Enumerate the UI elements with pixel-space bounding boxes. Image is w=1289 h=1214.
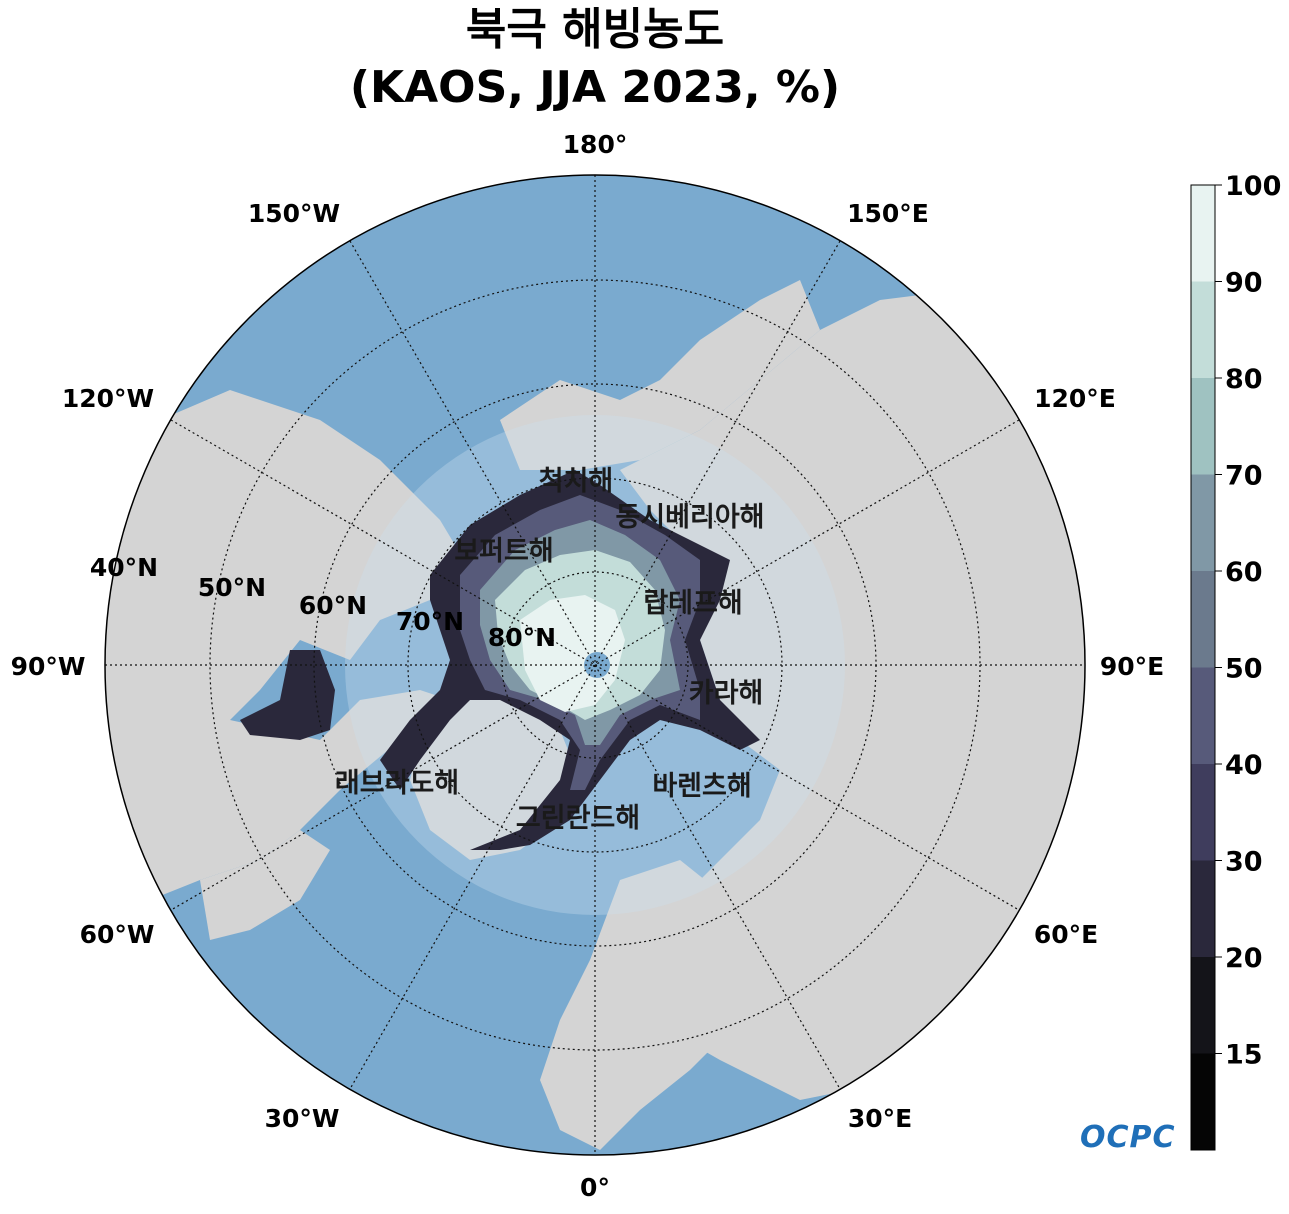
lat-label-50n: 50°N (198, 573, 266, 602)
colorbar-segment (1191, 667, 1215, 765)
lon-label-150e: 150°E (847, 199, 929, 228)
colorbar-segment (1191, 378, 1215, 475)
colorbar-tick-label: 50 (1225, 654, 1263, 685)
colorbar-tick-label: 80 (1225, 364, 1263, 395)
colorbar-tick-label: 20 (1225, 943, 1263, 974)
lat-label-70n: 70°N (396, 607, 464, 636)
colorbar-tick-label: 60 (1225, 557, 1263, 588)
lat-label-40n: 40°N (90, 553, 158, 582)
lon-label-30e: 30°E (848, 1104, 912, 1133)
lon-label-120w: 120°W (62, 384, 154, 413)
lon-label-30w: 30°W (265, 1104, 340, 1133)
colorbar-tick-label: 15 (1225, 1040, 1263, 1071)
colorbar-segment (1191, 474, 1215, 572)
lon-label-60w: 60°W (80, 920, 155, 949)
sea-label-laptev: 랍테프해 (643, 588, 742, 619)
lat-label-80n: 80°N (488, 623, 556, 652)
colorbar-segment (1191, 764, 1215, 861)
sea-label-east-siberian: 동시베리아해 (615, 502, 764, 533)
colorbar-segment (1191, 860, 1215, 958)
colorbar: 100 90 80 70 60 50 40 30 20 15 (1190, 171, 1281, 1151)
lat-label-60n: 60°N (299, 591, 367, 620)
meridians (105, 175, 1085, 1155)
colorbar-tick-label: 90 (1225, 268, 1263, 299)
ice-band-labrador (240, 650, 335, 740)
lon-label-180: 180° (563, 130, 628, 159)
colorbar-segment (1191, 571, 1215, 668)
map-border (104, 174, 1086, 1156)
lon-label-150w: 150°W (248, 199, 340, 228)
colorbar-tick-label: 30 (1225, 847, 1263, 878)
sea-label-greenland: 그린란드해 (516, 803, 640, 834)
lon-label-90e: 90°E (1100, 652, 1164, 681)
land-north-america (105, 390, 470, 900)
colorbar-tick-label: 70 (1225, 461, 1263, 492)
colorbar-tick-label: 40 (1225, 750, 1263, 781)
lon-label-0: 0° (580, 1173, 610, 1202)
colorbar-segment (1191, 957, 1215, 1054)
lon-label-120e: 120°E (1034, 384, 1116, 413)
colorbar-tick-label: 100 (1225, 171, 1281, 202)
colorbar-segment (1191, 185, 1215, 282)
sea-label-chukchi: 척치해 (539, 466, 614, 497)
sea-label-kara: 카라해 (689, 678, 764, 709)
lon-label-60e: 60°E (1034, 920, 1098, 949)
map-title-line1: 북극 해빙농도 (465, 4, 725, 55)
land-europe (540, 860, 760, 1150)
land-eurasia (620, 290, 1085, 1100)
map-title-line2: (KAOS, JJA 2023, %) (349, 62, 841, 113)
land-labrador-arc (200, 830, 330, 940)
colorbar-segment (1191, 1053, 1215, 1151)
sea-label-beaufort: 보퍼트해 (454, 536, 553, 567)
land-alaska-siberia (500, 280, 820, 470)
ocpc-logo: OCPC (1080, 1120, 1176, 1155)
ice-band-90 (520, 595, 625, 712)
sea-label-labrador: 래브라도해 (335, 768, 459, 799)
sea-label-barents: 바렌츠해 (652, 771, 751, 802)
lon-label-90w: 90°W (11, 652, 86, 681)
colorbar-segment (1191, 281, 1215, 379)
